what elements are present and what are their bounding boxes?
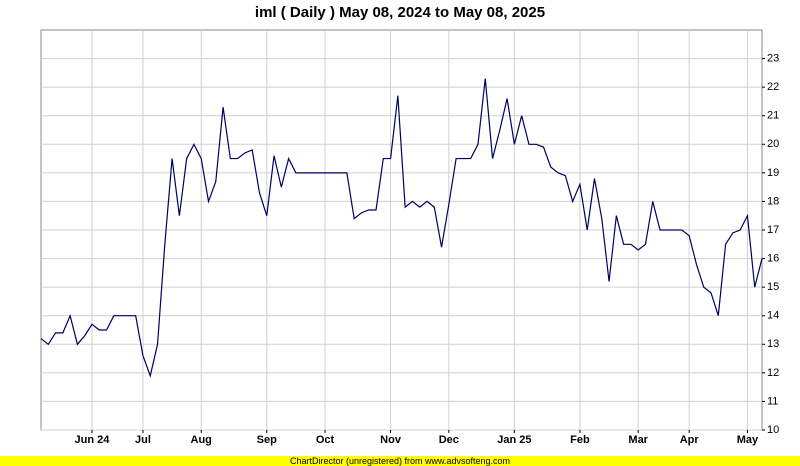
x-tick-label: Jun 24 xyxy=(75,434,111,446)
y-tick-label: 16 xyxy=(767,252,779,264)
footer-bar xyxy=(0,456,800,466)
y-tick-label: 14 xyxy=(767,310,779,322)
x-tick-label: Apr xyxy=(680,434,700,446)
x-tick-label: Mar xyxy=(628,434,648,446)
x-tick-label: Feb xyxy=(570,434,590,446)
y-tick-label: 19 xyxy=(767,167,779,179)
x-tick-label: Nov xyxy=(380,434,402,446)
y-tick-label: 15 xyxy=(767,281,779,293)
price-line xyxy=(40,78,763,378)
x-tick-label: Jul xyxy=(135,434,151,446)
y-tick-label: 20 xyxy=(767,138,779,150)
x-tick-label: Sep xyxy=(257,434,277,446)
chart-title: iml ( Daily ) May 08, 2024 to May 08, 20… xyxy=(255,4,545,21)
x-tick-label: Aug xyxy=(191,434,212,446)
x-tick-label: Jan 25 xyxy=(497,434,531,446)
y-tick-label: 23 xyxy=(767,52,779,64)
y-tick-label: 11 xyxy=(767,395,778,407)
y-tick-label: 17 xyxy=(767,224,779,236)
x-tick-label: Dec xyxy=(439,434,459,446)
footer: ChartDirector (unregistered) from www.ad… xyxy=(290,456,510,466)
y-tick-label: 12 xyxy=(767,367,779,379)
x-tick-label: Oct xyxy=(316,434,335,446)
y-tick-label: 18 xyxy=(767,195,779,207)
y-tick-label: 13 xyxy=(767,338,779,350)
y-tick-label: 10 xyxy=(767,424,779,436)
x-tick-label: May xyxy=(737,434,759,446)
y-tick-label: 22 xyxy=(767,81,779,93)
y-tick-label: 21 xyxy=(767,110,779,122)
